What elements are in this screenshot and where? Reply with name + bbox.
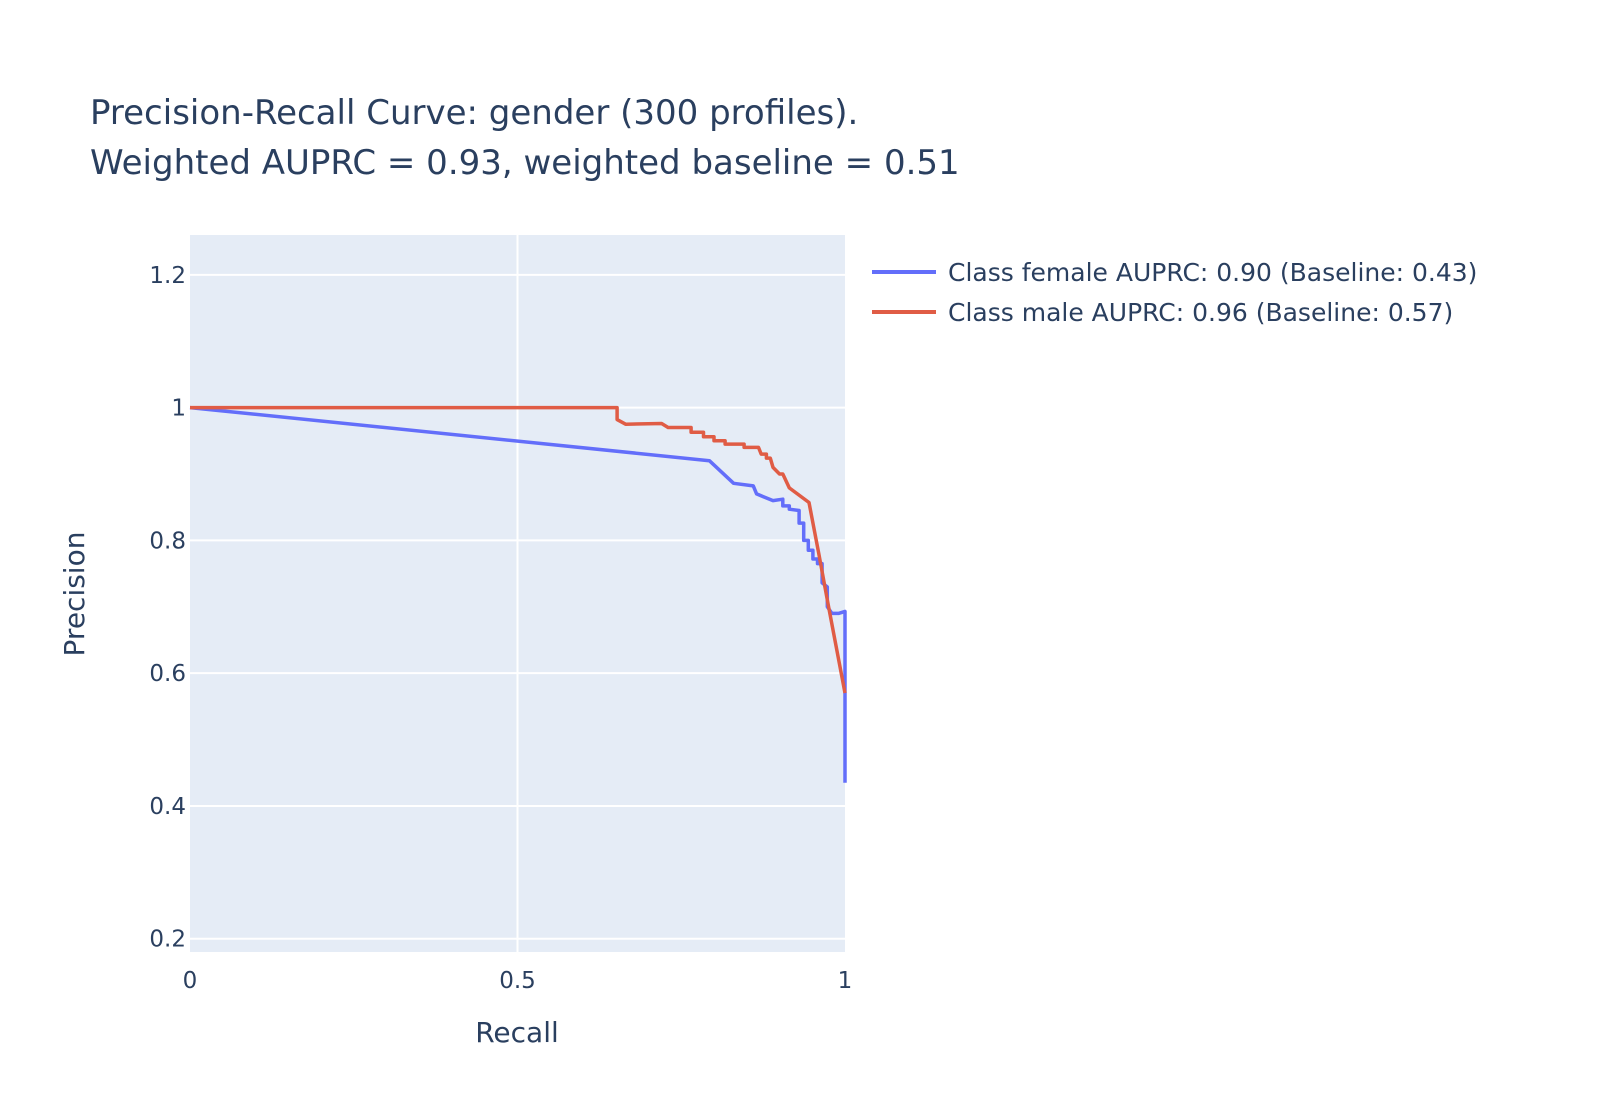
y-tick-label: 0.6 <box>149 661 186 687</box>
x-axis-ticks: 0 0.5 1 <box>183 968 853 994</box>
x-tick-label: 0.5 <box>499 968 536 994</box>
legend: Class female AUPRC: 0.90 (Baseline: 0.43… <box>872 258 1477 327</box>
x-tick-label: 0 <box>183 968 198 994</box>
series-line-2 <box>190 405 847 694</box>
legend-item-2[interactable]: Class male AUPRC: 0.96 (Baseline: 0.57) <box>872 298 1453 327</box>
x-axis-title: Recall <box>475 1016 559 1049</box>
y-axis-title: Precision <box>58 532 91 657</box>
legend-label: Class female AUPRC: 0.90 (Baseline: 0.43… <box>948 258 1477 287</box>
y-tick-label: 0.4 <box>149 794 186 820</box>
y-tick-label: 1.2 <box>149 263 186 289</box>
chart-title-line-2: Weighted AUPRC = 0.93, weighted baseline… <box>90 143 960 183</box>
chart-title: Precision-Recall Curve: gender (300 prof… <box>90 93 960 183</box>
legend-label: Class male AUPRC: 0.96 (Baseline: 0.57) <box>948 298 1453 327</box>
x-tick-label: 1 <box>838 968 853 994</box>
y-tick-label: 0.2 <box>149 927 186 953</box>
y-tick-label: 1 <box>171 396 186 422</box>
y-axis-ticks: 0.2 0.4 0.6 0.8 1 1.2 <box>149 263 186 953</box>
chart-title-line-1: Precision-Recall Curve: gender (300 prof… <box>90 93 858 133</box>
y-tick-label: 0.8 <box>149 528 186 554</box>
series-lines <box>189 405 847 783</box>
legend-item-1[interactable]: Class female AUPRC: 0.90 (Baseline: 0.43… <box>872 258 1477 287</box>
